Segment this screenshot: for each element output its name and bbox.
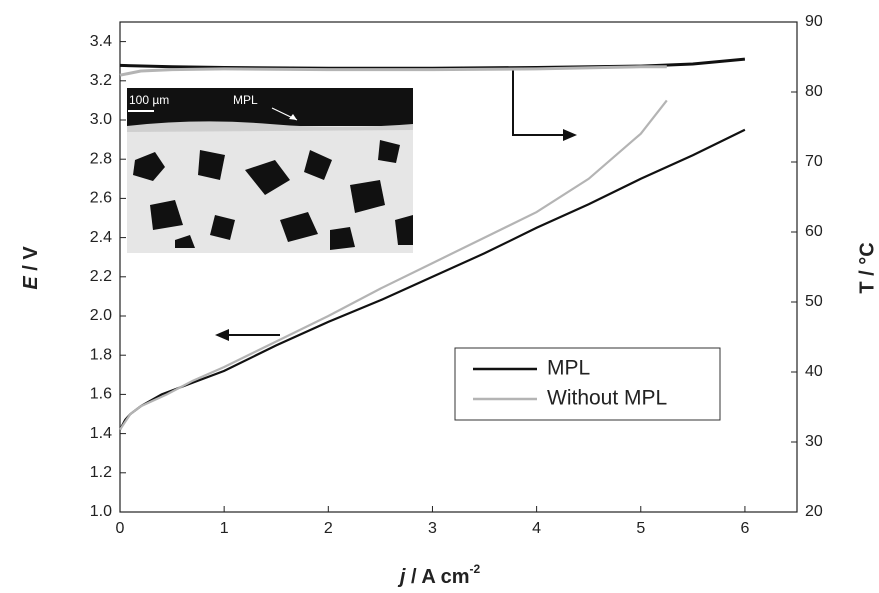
inset-label: MPL: [233, 93, 258, 107]
inset-scale: 100 µm: [129, 93, 169, 107]
y-tick-label: 2.4: [90, 229, 112, 246]
x-tick-label: 6: [740, 520, 749, 537]
legend-label: MPL: [547, 357, 590, 380]
y-tick-label: 2.0: [90, 307, 112, 324]
chart: 100 µm MPL j / A cm-2 E / V T / °C 0 1 2 3 4…: [0, 0, 879, 593]
y2-axis-label: T / °C: [856, 242, 878, 293]
x-tick-label: 3: [428, 520, 437, 537]
y-tick-label: 1.2: [90, 464, 112, 481]
x-tick-label: 1: [220, 520, 229, 537]
inset-image: [127, 88, 413, 253]
y2-tick-label: 40: [805, 363, 823, 380]
y2-tick-label: 70: [805, 153, 823, 170]
arrow-head: [563, 129, 577, 141]
y-tick-label: 2.6: [90, 190, 112, 207]
x-tick-label: 2: [324, 520, 333, 537]
x-tick-label: 0: [116, 520, 125, 537]
y-tick-label: 3.4: [90, 33, 112, 50]
y-tick-label: 1.8: [90, 346, 112, 363]
y-axis-label: E / V: [20, 246, 42, 290]
y2-tick-label: 90: [805, 13, 823, 30]
y-tick-label: 3.2: [90, 72, 112, 89]
y2-tick-label: 30: [805, 433, 823, 450]
arrow-head: [215, 329, 229, 341]
x-axis-label: j / A cm-2: [397, 562, 481, 588]
y2-tick-label: 20: [805, 503, 823, 520]
y2-tick-label: 80: [805, 83, 823, 100]
y-tick-label: 2.2: [90, 268, 112, 285]
legend-label: Without MPL: [547, 387, 667, 410]
y-tick-label: 1.4: [90, 425, 112, 442]
y-tick-label: 2.8: [90, 150, 112, 167]
x-tick-label: 4: [532, 520, 541, 537]
x-tick-label: 5: [636, 520, 645, 537]
y-tick-label: 1.0: [90, 503, 112, 520]
y2-tick-label: 60: [805, 223, 823, 240]
y-tick-label: 1.6: [90, 386, 112, 403]
y-tick-label: 3.0: [90, 111, 112, 128]
y2-tick-label: 50: [805, 293, 823, 310]
